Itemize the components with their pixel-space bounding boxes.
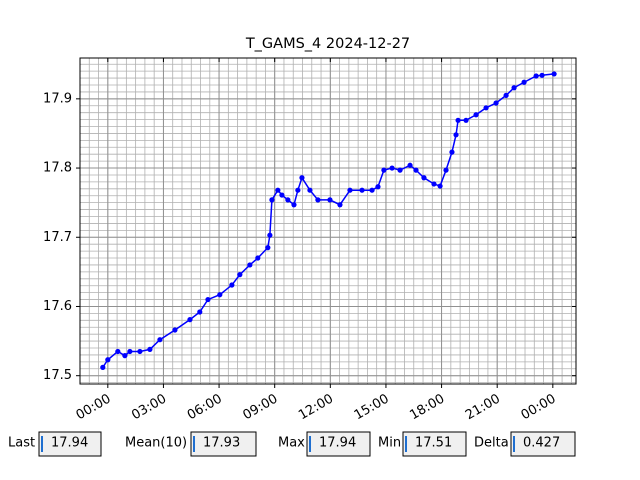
data-point xyxy=(473,112,479,118)
data-point xyxy=(147,346,153,352)
data-point xyxy=(229,282,235,288)
data-point xyxy=(299,175,305,181)
data-point xyxy=(137,348,143,355)
data-point xyxy=(389,165,395,171)
data-point xyxy=(285,197,291,203)
data-point xyxy=(265,245,271,251)
data-point xyxy=(511,85,517,91)
data-point xyxy=(197,309,203,315)
y-tick-label: 17.9 xyxy=(43,91,72,106)
data-point xyxy=(413,167,419,173)
stat-value: 0.427 xyxy=(523,436,560,451)
data-point xyxy=(455,117,461,123)
data-point xyxy=(122,353,128,359)
data-point xyxy=(503,92,509,98)
data-point xyxy=(127,348,133,355)
data-point xyxy=(275,187,281,193)
data-point xyxy=(407,162,413,168)
data-point xyxy=(291,202,297,208)
stat-label: Mean(10) xyxy=(125,436,187,451)
data-point xyxy=(483,105,489,111)
chart-title: T_GAMS_4 2024-12-27 xyxy=(245,36,410,52)
stat-box xyxy=(306,431,371,457)
y-tick-label: 17.8 xyxy=(43,161,72,176)
stat-value: 17.93 xyxy=(203,436,240,451)
data-point xyxy=(369,187,375,193)
stat-box xyxy=(510,431,576,457)
stat-value: 17.94 xyxy=(319,436,356,451)
stat-label: Last xyxy=(8,436,35,451)
data-point xyxy=(431,181,437,187)
data-point xyxy=(187,317,193,323)
data-point xyxy=(217,292,223,298)
data-point xyxy=(533,73,539,79)
data-point xyxy=(347,187,353,193)
data-point xyxy=(255,255,261,261)
data-point xyxy=(443,167,449,173)
plot-frame xyxy=(79,57,577,385)
data-point xyxy=(337,202,343,208)
y-tick-label: 17.6 xyxy=(43,299,72,314)
y-tick-label: 17.7 xyxy=(43,230,72,245)
data-point xyxy=(269,197,275,203)
stat-value: 17.94 xyxy=(51,436,88,451)
data-point xyxy=(359,187,365,193)
y-tick-label: 17.5 xyxy=(43,368,72,383)
stat-box xyxy=(402,431,467,457)
data-point xyxy=(315,197,321,203)
stat-label: Min xyxy=(378,436,401,451)
data-point xyxy=(453,132,459,138)
data-point xyxy=(375,184,381,190)
stat-value: 17.51 xyxy=(415,436,452,451)
data-point xyxy=(493,100,499,106)
data-point xyxy=(279,192,285,198)
data-point xyxy=(172,327,178,333)
data-point xyxy=(100,364,106,370)
data-point xyxy=(237,272,243,278)
data-point xyxy=(421,175,427,181)
data-point xyxy=(205,296,211,303)
data-point xyxy=(247,262,253,268)
stat-box xyxy=(190,431,257,457)
data-point xyxy=(157,337,163,343)
stat-label: Delta xyxy=(474,436,509,451)
data-point xyxy=(539,72,545,78)
data-point xyxy=(551,71,557,77)
data-point xyxy=(521,79,527,85)
data-point xyxy=(463,117,469,123)
data-point xyxy=(267,232,273,238)
data-point xyxy=(115,348,121,355)
data-point xyxy=(307,187,313,193)
data-point xyxy=(105,357,111,363)
stat-label: Max xyxy=(278,436,305,451)
data-point xyxy=(397,167,403,173)
data-point xyxy=(449,149,455,155)
data-point xyxy=(295,187,301,193)
data-point xyxy=(437,183,443,189)
data-point xyxy=(381,167,387,173)
stat-box xyxy=(38,431,102,457)
data-point xyxy=(327,197,333,203)
